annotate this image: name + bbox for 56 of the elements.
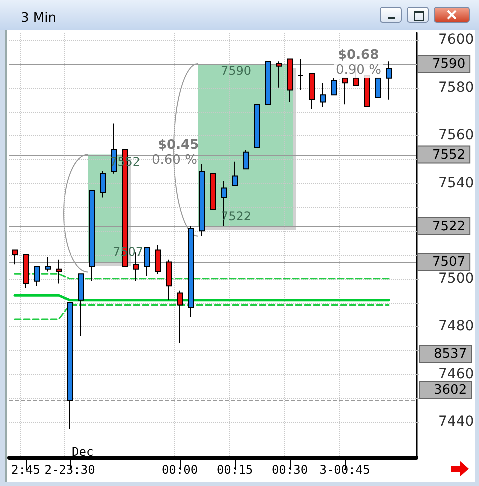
candlestick [177, 290, 183, 344]
candlestick [298, 58, 304, 91]
ref-line-label: 7507 [432, 255, 466, 270]
x-tick-label: 2:45 [12, 463, 40, 477]
x-tick-label: 00:30 [272, 463, 308, 477]
candlestick [12, 250, 18, 266]
candlestick [199, 164, 205, 236]
candlestick [287, 58, 293, 103]
x-tick-label: 00:15 [216, 463, 254, 477]
annotation: 7590 [221, 64, 252, 78]
y-tick-label: 7460 [438, 366, 474, 382]
y-tick-label: 7500 [438, 270, 474, 287]
text: 3602 [434, 383, 468, 398]
y-tick-label: 7540 [438, 175, 474, 192]
candlestick [34, 266, 40, 287]
y-tick-label: 7560 [438, 128, 474, 144]
candlestick [155, 245, 161, 275]
ref-line-label: 7590 [432, 57, 466, 72]
ref-line-label: 7552 [432, 148, 466, 163]
candlestick [23, 254, 29, 289]
annotation: $0.68 [338, 48, 380, 63]
candlestick [188, 226, 194, 318]
candlestick [342, 78, 348, 106]
x-tick-label: 2-23:30 [44, 463, 96, 477]
candlestick [56, 259, 62, 284]
ref-line-label: 7522 [432, 219, 466, 234]
candlestick [243, 149, 249, 170]
candlestick [276, 61, 282, 88]
candlestick [309, 73, 315, 110]
candlestick [78, 274, 84, 337]
annotation: Dec [72, 445, 94, 459]
candlestick [364, 75, 370, 108]
candlestick [375, 78, 381, 98]
x-tick-label: 00:00 [162, 463, 198, 477]
candlestick [45, 256, 51, 272]
text: 8537 [434, 347, 468, 362]
candlestick [331, 78, 337, 96]
y-tick-label: 7600 [438, 32, 474, 48]
candlestick [89, 190, 95, 282]
y-tick-label: 7480 [438, 318, 474, 335]
candlestick [67, 302, 73, 430]
candlestick [320, 82, 326, 108]
annotation: 0.90 % [336, 63, 382, 78]
annotation: 0.60 % [152, 153, 198, 168]
candlestick [232, 161, 238, 186]
y-tick-label: 7440 [438, 414, 474, 430]
x-tick-label: 3-00:45 [320, 463, 370, 477]
candlestick [386, 61, 392, 100]
candlestick [210, 173, 216, 210]
y-tick-label: 7580 [438, 80, 474, 96]
candlestick [144, 247, 150, 278]
candlestick [100, 170, 106, 198]
candlestick [254, 104, 260, 148]
candlestick [166, 259, 172, 301]
chart-title: 3 Min [21, 11, 56, 26]
candlestick [265, 61, 271, 106]
